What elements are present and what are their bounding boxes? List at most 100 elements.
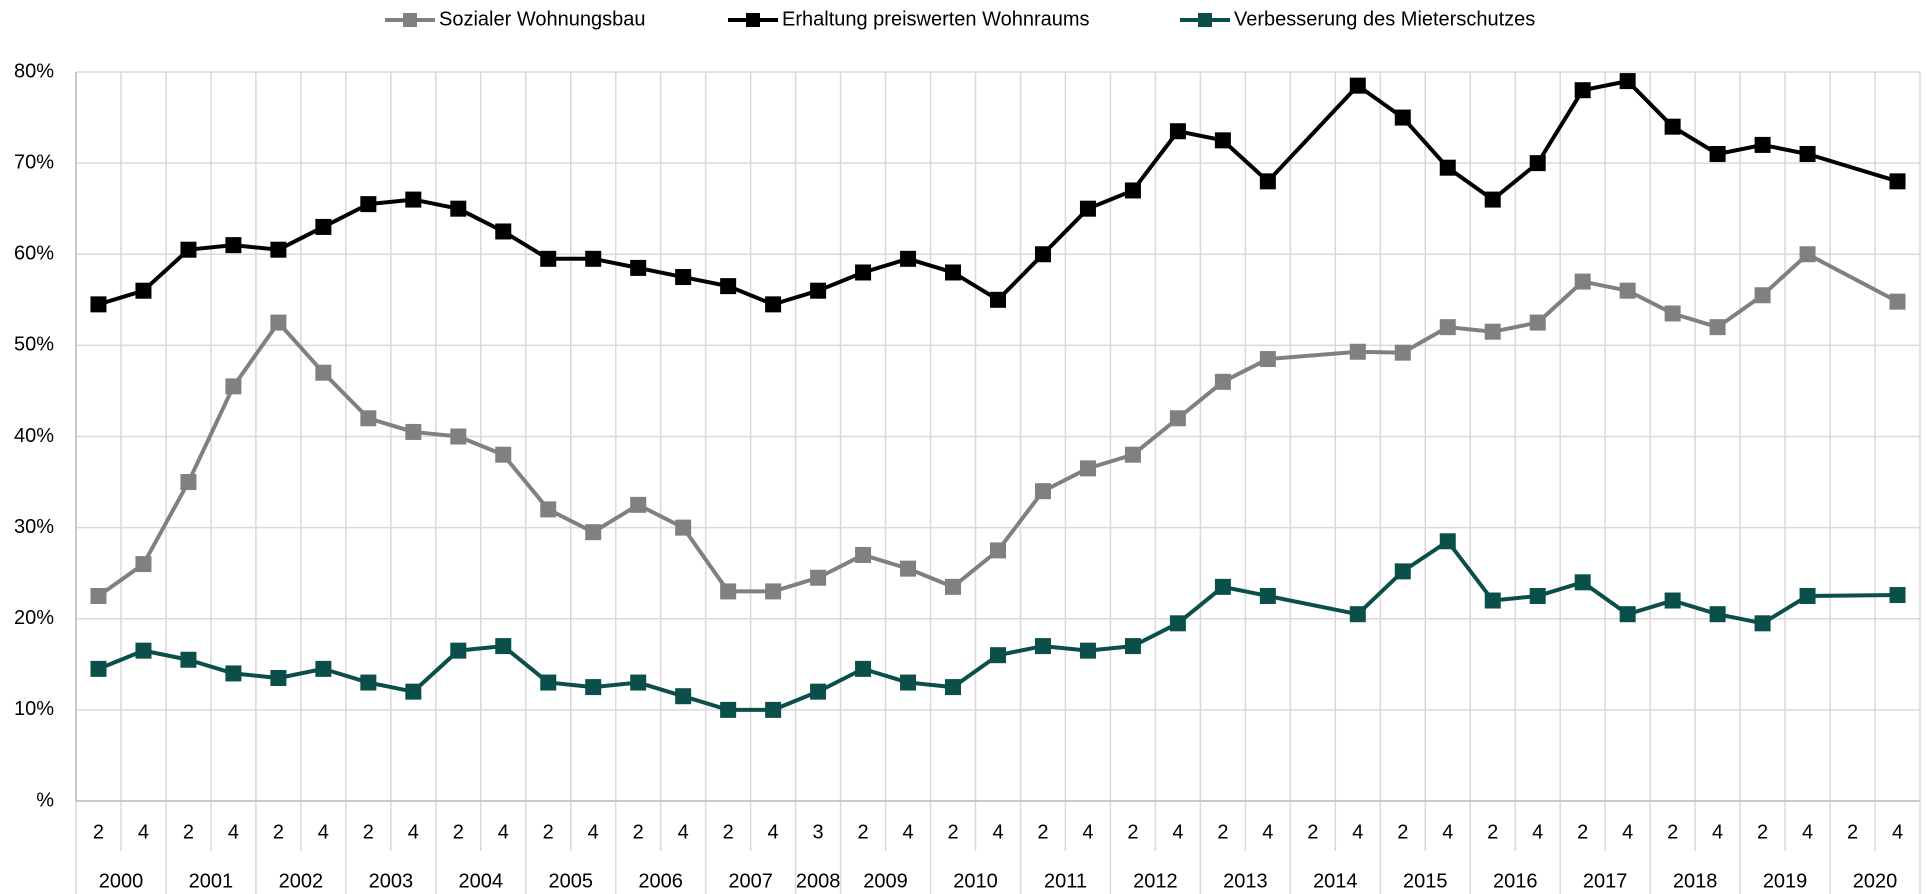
- marker: [945, 679, 962, 696]
- marker: [1214, 578, 1231, 595]
- marker: [1484, 592, 1501, 609]
- line-segment: [1536, 89, 1585, 165]
- x-tick-label: 4: [1532, 821, 1543, 843]
- marker: [1169, 123, 1186, 140]
- marker: [1664, 305, 1681, 322]
- marker: [630, 674, 647, 691]
- marker: [585, 679, 602, 696]
- year-label: 2015: [1403, 870, 1448, 892]
- marker: [90, 296, 107, 313]
- x-tick-label: 2: [453, 821, 464, 843]
- marker: [540, 501, 557, 518]
- marker: [675, 688, 692, 705]
- x-tick-label: 2: [947, 821, 958, 843]
- legend-label: Erhaltung preiswerten Wohnraums: [782, 8, 1090, 30]
- x-tick-label: 4: [228, 821, 239, 843]
- marker: [90, 660, 107, 677]
- marker: [675, 269, 692, 286]
- marker: [585, 250, 602, 267]
- year-label: 2012: [1133, 870, 1178, 892]
- marker: [900, 250, 917, 267]
- marker: [1034, 483, 1051, 500]
- x-tick-label: 4: [992, 821, 1003, 843]
- marker: [1619, 282, 1636, 299]
- marker: [1619, 73, 1636, 90]
- marker: [315, 218, 332, 235]
- marker: [180, 651, 197, 668]
- marker: [1484, 191, 1501, 208]
- marker: [1349, 343, 1366, 360]
- line-segment: [501, 453, 550, 511]
- year-label: 2002: [279, 870, 324, 892]
- x-tick-label: 4: [318, 821, 329, 843]
- marker: [1394, 344, 1411, 361]
- marker: [990, 542, 1006, 559]
- marker: [495, 638, 512, 655]
- line-segment: [1266, 84, 1360, 183]
- marker: [1709, 319, 1726, 336]
- line-segment: [276, 321, 325, 375]
- x-tick-label: 4: [1712, 821, 1723, 843]
- line-segment: [141, 481, 191, 566]
- legend-marker: [746, 13, 760, 27]
- marker: [765, 701, 782, 718]
- marker: [540, 250, 557, 267]
- x-tick-label: 2: [93, 821, 104, 843]
- marker: [360, 196, 377, 213]
- year-label: 2010: [953, 870, 998, 892]
- y-tick-label: 80%: [14, 60, 54, 82]
- marker: [1394, 563, 1411, 580]
- marker: [180, 241, 197, 258]
- year-label: 2008: [796, 870, 841, 892]
- marker: [1799, 587, 1816, 604]
- marker: [630, 496, 647, 513]
- marker: [1799, 146, 1816, 163]
- year-label: 2014: [1313, 870, 1358, 892]
- marker: [270, 241, 287, 258]
- marker: [180, 474, 197, 491]
- marker: [945, 264, 962, 281]
- marker: [675, 519, 692, 536]
- y-tick-label: 30%: [14, 516, 54, 538]
- y-tick-label: 50%: [14, 334, 54, 356]
- marker: [1574, 82, 1591, 99]
- marker: [1439, 159, 1456, 176]
- marker: [405, 191, 422, 208]
- x-tick-label: 2: [858, 821, 869, 843]
- marker: [1439, 319, 1456, 336]
- x-tick-label: 4: [1802, 821, 1813, 843]
- line-segment: [231, 321, 281, 388]
- marker: [720, 701, 737, 718]
- marker: [1889, 173, 1906, 190]
- x-tick-label: 4: [1442, 821, 1453, 843]
- y-tick-label: %: [36, 789, 54, 811]
- marker: [1619, 606, 1636, 623]
- marker: [1574, 574, 1591, 591]
- marker: [855, 660, 872, 677]
- marker: [1709, 146, 1726, 163]
- marker: [1214, 373, 1231, 390]
- line-segment: [1401, 116, 1450, 170]
- marker: [270, 669, 287, 686]
- marker: [315, 660, 332, 677]
- marker: [135, 642, 152, 659]
- x-tick-label: 3: [813, 821, 824, 843]
- line-segment: [1806, 252, 1899, 304]
- marker: [360, 410, 377, 427]
- year-label: 2018: [1673, 870, 1718, 892]
- marker: [720, 583, 737, 600]
- year-label: 2020: [1853, 870, 1898, 892]
- marker: [1529, 314, 1546, 331]
- marker: [1034, 246, 1051, 263]
- x-tick-label: 4: [1892, 821, 1903, 843]
- marker: [1394, 109, 1411, 126]
- x-tick-label: 2: [1667, 821, 1678, 843]
- marker: [1349, 606, 1366, 623]
- marker: [405, 683, 422, 700]
- marker: [495, 223, 512, 240]
- marker: [855, 264, 872, 281]
- marker: [1799, 246, 1816, 263]
- x-tick-label: 2: [363, 821, 374, 843]
- marker: [945, 578, 962, 595]
